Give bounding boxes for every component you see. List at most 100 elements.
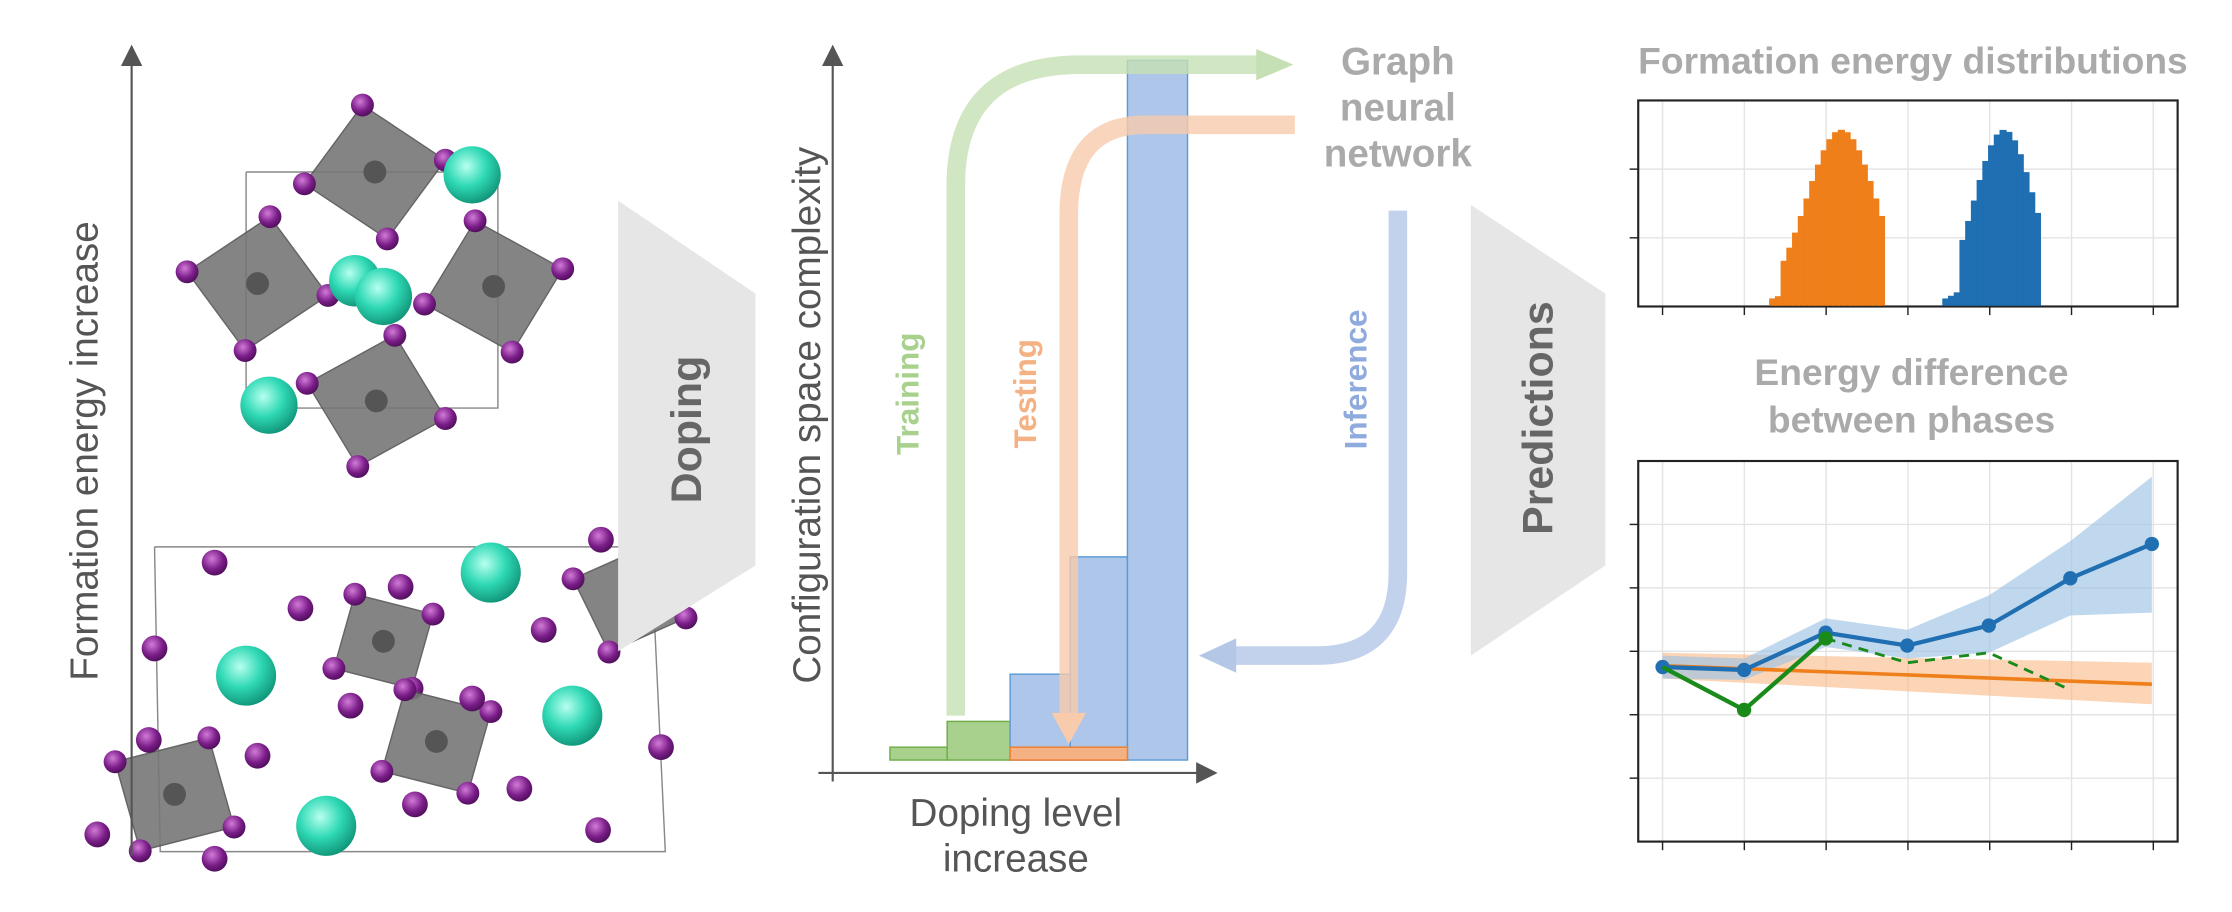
atom [103,750,127,774]
atom [343,582,367,606]
atom [648,734,674,761]
hist-bar [1953,292,1961,306]
atom [346,455,370,479]
atom [393,678,417,702]
point [1900,638,1915,653]
line [1825,637,2071,692]
atom [292,172,316,196]
hist-bar [1982,160,1990,306]
hist-bar [1803,198,1811,306]
hist-bar [2028,192,2036,306]
complexity-chart [818,44,1218,784]
atom [402,791,428,818]
dopant-atom [216,645,277,706]
dopant-atom [443,146,501,204]
uncertainty-band [1662,476,2152,680]
atom [295,371,319,395]
atom [506,775,533,802]
atom [561,567,585,591]
hist-bar [1792,232,1800,306]
atom [201,845,228,872]
atom [175,260,199,284]
atom [222,815,246,839]
hist-bar [1837,129,1845,306]
atom [287,595,314,622]
atom [163,782,186,806]
point [2063,571,2078,586]
arrowhead [1256,48,1294,81]
chart-frame [1637,99,2179,308]
uncertainty-band [1662,652,2152,705]
hist-bar [1872,198,1880,306]
arrowhead [1198,638,1237,673]
hist-bar [1976,179,1984,306]
hist-bar [2005,131,2013,306]
atom [244,742,271,769]
predictions-arrow [1470,204,1606,656]
chart-title: Energy difference [1754,351,2068,393]
atom [372,629,395,653]
atom [233,339,257,362]
hist-bar [1854,150,1863,306]
testing-label: Testing [1008,339,1043,449]
bar [889,746,948,761]
atom [258,205,282,229]
bar [946,720,1011,761]
hist-bar [1814,164,1823,306]
atom [364,389,388,413]
dopant-atom [240,376,298,434]
atom [201,549,228,576]
hist-bar [1860,164,1868,306]
chart-title: Formation energy distributions [1638,39,2188,81]
hist-bar [1780,260,1788,306]
hist-bar [1832,132,1840,306]
atom [433,407,457,430]
atom [530,616,557,643]
atom [500,340,524,364]
atom [421,602,445,626]
model-label: Graph [1341,41,1455,84]
dopant-atom [354,267,413,326]
point [1818,631,1833,646]
atom [482,275,506,298]
hist-bar [2022,172,2030,306]
atom [322,657,346,680]
hist-bar [1942,298,1950,306]
inference-label: Inference [1338,309,1373,449]
hist-bar [1970,200,1979,306]
hist-bar [1993,134,2001,306]
atom [413,292,436,316]
hist-bar [1774,296,1783,306]
atom [363,160,387,184]
atom [459,685,486,712]
axis-label: Doping level [910,792,1123,835]
doping-arrow [618,200,756,652]
axis-label: Formation energy increase [63,221,106,680]
hist-bar [1826,139,1834,306]
atom [383,323,407,347]
atom [141,635,168,662]
prediction-charts [1629,99,2179,851]
atom [479,700,503,723]
model-label: neural [1340,86,1456,129]
atom [337,692,364,719]
dopant-atom [460,542,521,603]
chart-title: between phases [1768,398,2055,440]
testing-arrow [1059,115,1295,716]
atom [585,817,611,844]
point [2144,536,2160,552]
hist-bar [1959,239,1967,306]
hist-bar [2033,212,2041,306]
hist-bar [1947,295,1956,306]
bar [1009,746,1129,761]
predictions-label: Predictions [1514,301,1562,535]
training-label: Training [891,333,926,455]
hist-bar [1797,215,1805,306]
model-label: network [1324,132,1473,175]
hist-bar [1866,180,1874,306]
atom [246,272,269,296]
hist-bar [1999,129,2007,306]
hist-bar [1820,150,1828,306]
